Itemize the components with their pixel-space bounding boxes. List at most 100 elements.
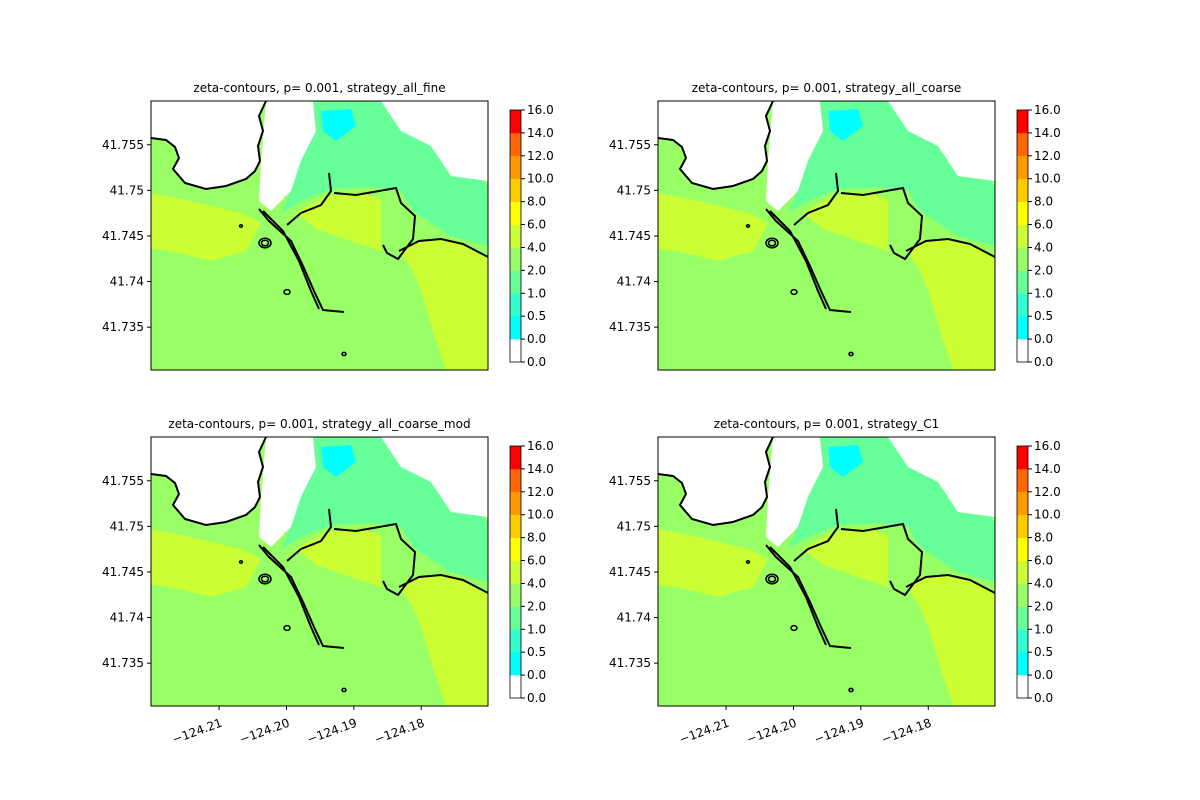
- island: [238, 224, 244, 228]
- colorbar-tick-label: 10.0: [527, 508, 554, 522]
- colorbar-swatch: [510, 537, 521, 561]
- colorbar-tick-label: 6.0: [527, 554, 546, 568]
- map-region: [766, 437, 823, 547]
- colorbar-swatch: [1017, 583, 1028, 607]
- x-tick-label: −124.20: [745, 716, 799, 747]
- coastline: [262, 210, 320, 310]
- y-tick-label: 41.75: [617, 183, 651, 197]
- island: [258, 573, 272, 585]
- colorbar-frame: [1016, 109, 1029, 363]
- colorbar-tick-label: 4.0: [527, 576, 546, 590]
- colorbar-tick-label: 2.0: [1034, 599, 1053, 613]
- colorbar-swatch: [510, 491, 521, 516]
- colorbar-swatch: [1017, 468, 1028, 493]
- island: [283, 288, 291, 296]
- y-tick-label: 41.745: [102, 565, 144, 579]
- coastline: [262, 546, 320, 646]
- map-region: [888, 101, 995, 181]
- island: [767, 575, 777, 583]
- colorbar-swatch: [510, 270, 521, 294]
- y-tick-label: 41.755: [102, 138, 144, 152]
- map-region: [381, 437, 488, 517]
- coastline: [333, 522, 417, 597]
- coastline: [793, 508, 840, 562]
- coastline: [150, 436, 267, 527]
- map-region: [259, 101, 316, 211]
- map-region: [381, 101, 488, 181]
- island: [765, 573, 779, 585]
- coastline: [398, 237, 489, 258]
- colorbar-swatch: [1017, 606, 1028, 630]
- map-region: [399, 239, 488, 370]
- coastline: [258, 208, 345, 313]
- island: [848, 687, 854, 693]
- colorbar-swatch: [510, 560, 521, 584]
- colorbar-swatch: [510, 224, 521, 248]
- colorbar-tick-label: 4.0: [1034, 576, 1053, 590]
- island: [341, 351, 347, 357]
- colorbar-swatch: [510, 178, 521, 202]
- island: [341, 687, 347, 693]
- colorbar-swatch: [510, 468, 521, 493]
- y-tick-label: 41.74: [617, 611, 651, 625]
- y-tick-label: 41.755: [102, 474, 144, 488]
- colorbar-tick-label: 0.0: [1034, 691, 1053, 705]
- island: [790, 288, 798, 296]
- panel: zeta-contours, p= 0.001, strategy_all_co…: [102, 417, 554, 747]
- colorbar-tick-label: 0.0: [527, 332, 546, 346]
- colorbar-swatch: [510, 155, 521, 180]
- chart-title: zeta-contours, p= 0.001, strategy_all_fi…: [193, 81, 445, 95]
- island: [745, 560, 751, 564]
- y-tick-label: 41.75: [617, 519, 651, 533]
- panel: zeta-contours, p= 0.001, strategy_all_co…: [609, 81, 1061, 371]
- island: [767, 239, 777, 247]
- colorbar-frame: [1016, 445, 1029, 699]
- colorbar-tick-label: 8.0: [527, 195, 546, 209]
- colorbar-tick-label: 10.0: [527, 172, 554, 186]
- colorbar-swatch: [510, 514, 521, 538]
- colorbar-frame: [509, 445, 522, 699]
- x-tick-label: −124.19: [305, 716, 359, 747]
- colorbar-swatch: [1017, 560, 1028, 584]
- x-tick-label: −124.21: [677, 716, 731, 747]
- y-tick-label: 41.755: [609, 138, 651, 152]
- map-region: [321, 445, 356, 477]
- colorbar-swatch: [510, 316, 521, 340]
- x-tick-label: −124.21: [170, 716, 224, 747]
- colorbar-swatch: [510, 675, 521, 699]
- map-region: [888, 437, 995, 517]
- map-region: [906, 239, 995, 370]
- y-tick-label: 41.755: [609, 474, 651, 488]
- map-region: [151, 529, 261, 597]
- map-region: [151, 437, 266, 525]
- island: [258, 237, 272, 249]
- coastline: [258, 544, 345, 649]
- y-tick-label: 41.74: [617, 275, 651, 289]
- colorbar-tick-label: 1.0: [1034, 286, 1053, 300]
- y-tick-label: 41.74: [110, 611, 144, 625]
- coastline: [657, 436, 774, 527]
- coastline: [793, 172, 840, 226]
- colorbar-tick-label: 16.0: [527, 103, 554, 117]
- colorbar-swatch: [1017, 270, 1028, 294]
- colorbar-tick-label: 0.0: [527, 355, 546, 369]
- chart-title: zeta-contours, p= 0.001, strategy_C1: [714, 417, 940, 431]
- y-tick-label: 41.74: [110, 275, 144, 289]
- map-region: [766, 101, 823, 211]
- colorbar-swatch: [510, 293, 521, 317]
- colorbar-frame: [509, 109, 522, 363]
- y-tick-label: 41.735: [609, 656, 651, 670]
- island: [765, 237, 779, 249]
- panel: zeta-contours, p= 0.001, strategy_C1 41.7…: [609, 417, 1061, 747]
- island: [790, 624, 798, 632]
- map-region: [658, 101, 773, 189]
- coastline: [286, 172, 333, 226]
- colorbar-swatch: [510, 606, 521, 630]
- x-tick-label: −124.20: [238, 716, 292, 747]
- coastline: [905, 573, 996, 594]
- coastline: [333, 186, 417, 261]
- island: [260, 239, 270, 247]
- colorbar-swatch: [1017, 339, 1028, 363]
- island: [848, 351, 854, 357]
- coastline: [286, 508, 333, 562]
